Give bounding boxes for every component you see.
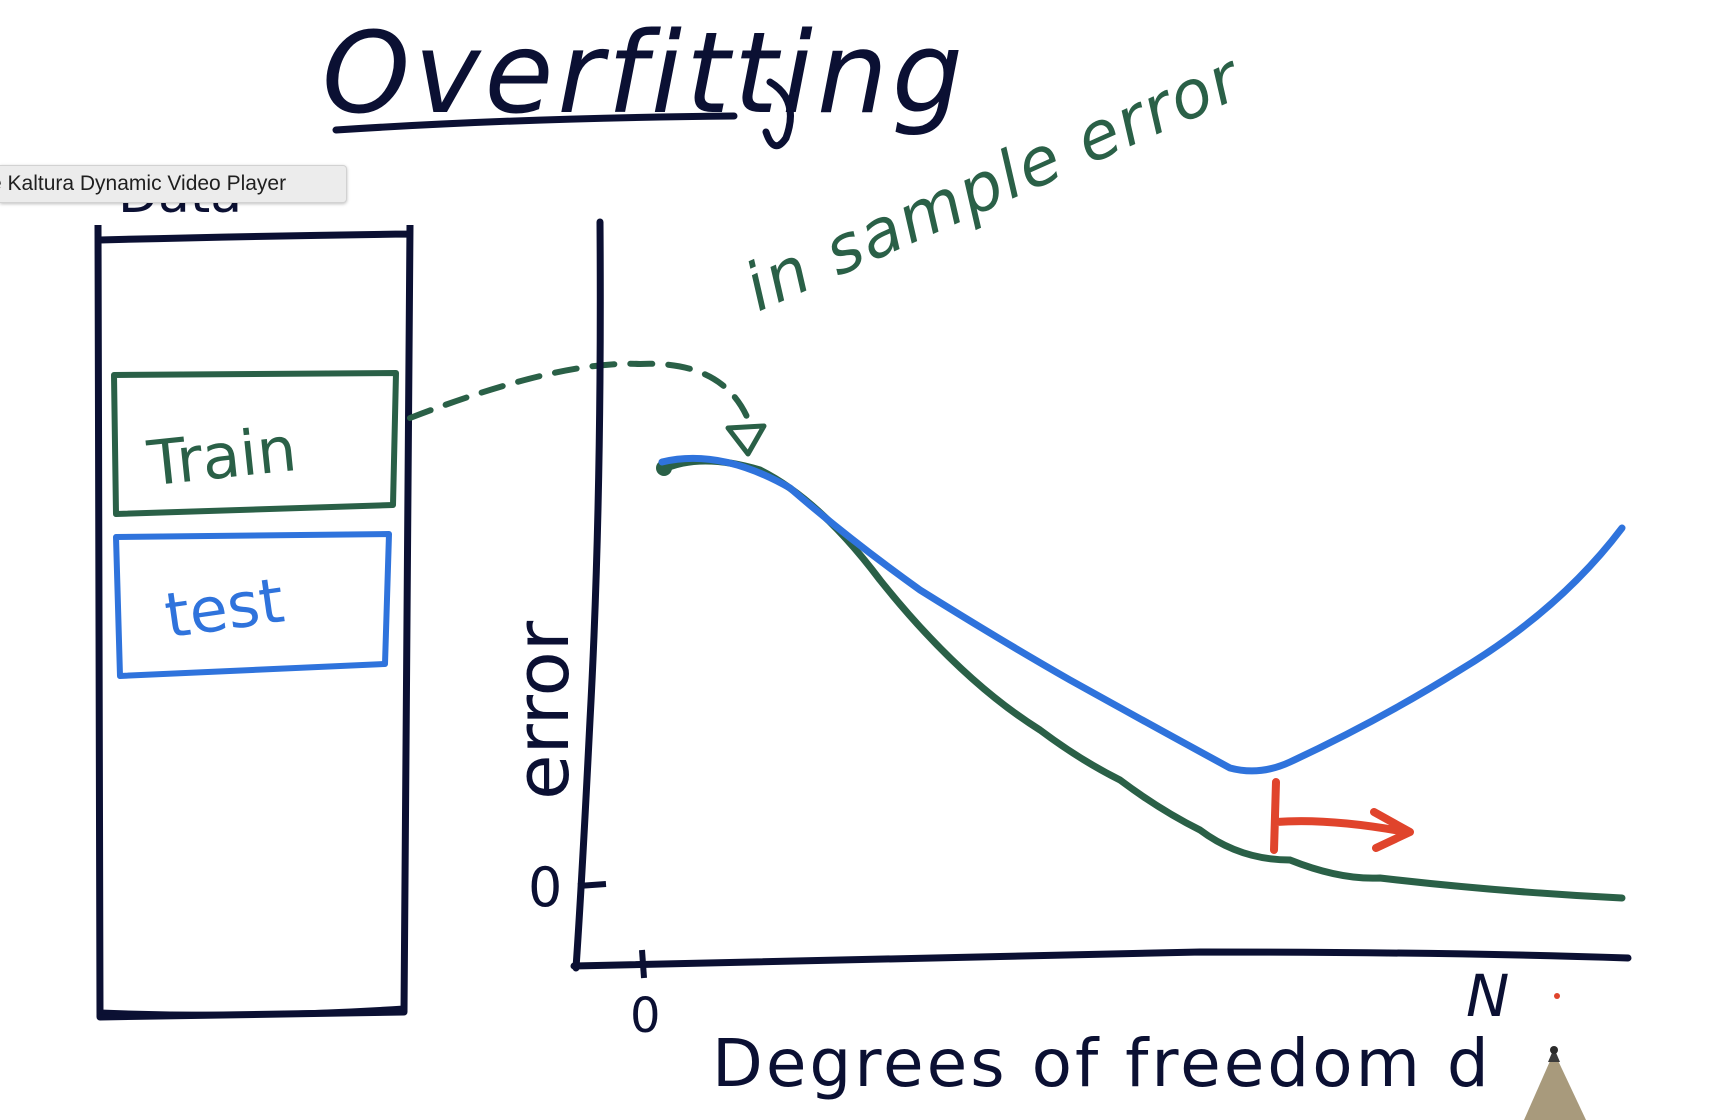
x-zero-label: 0 [630, 988, 661, 1044]
test-box [113, 531, 392, 679]
y-axis [572, 218, 604, 972]
x-axis-label: Degrees of freedom d [712, 1025, 1492, 1102]
optimal-threshold-marker [1270, 778, 1414, 854]
test-label: test [160, 563, 288, 652]
data-box-bottom [99, 1005, 405, 1017]
red-dot [1554, 993, 1560, 999]
dashed-arrow-head [725, 423, 767, 457]
pen-tip-icon [1524, 1046, 1586, 1120]
train-box [111, 370, 399, 517]
x-axis [570, 948, 1632, 970]
title-descender [762, 78, 794, 150]
y-zero-label: 0 [528, 856, 562, 919]
x-zero-tick [639, 949, 647, 979]
train-label: Train [143, 412, 300, 500]
tooltip-text: e Kaltura Dynamic Video Player [0, 172, 287, 195]
y-axis-label: error [500, 620, 586, 800]
test-error-curve [658, 454, 1626, 775]
y-zero-tick [577, 881, 607, 889]
title-underline [332, 112, 738, 134]
x-end-label: N [1466, 962, 1509, 1030]
in-sample-error-curve [658, 457, 1626, 902]
video-player-tooltip: e Kaltura Dynamic Video Player [0, 165, 347, 203]
dashed-arrow [407, 360, 755, 433]
